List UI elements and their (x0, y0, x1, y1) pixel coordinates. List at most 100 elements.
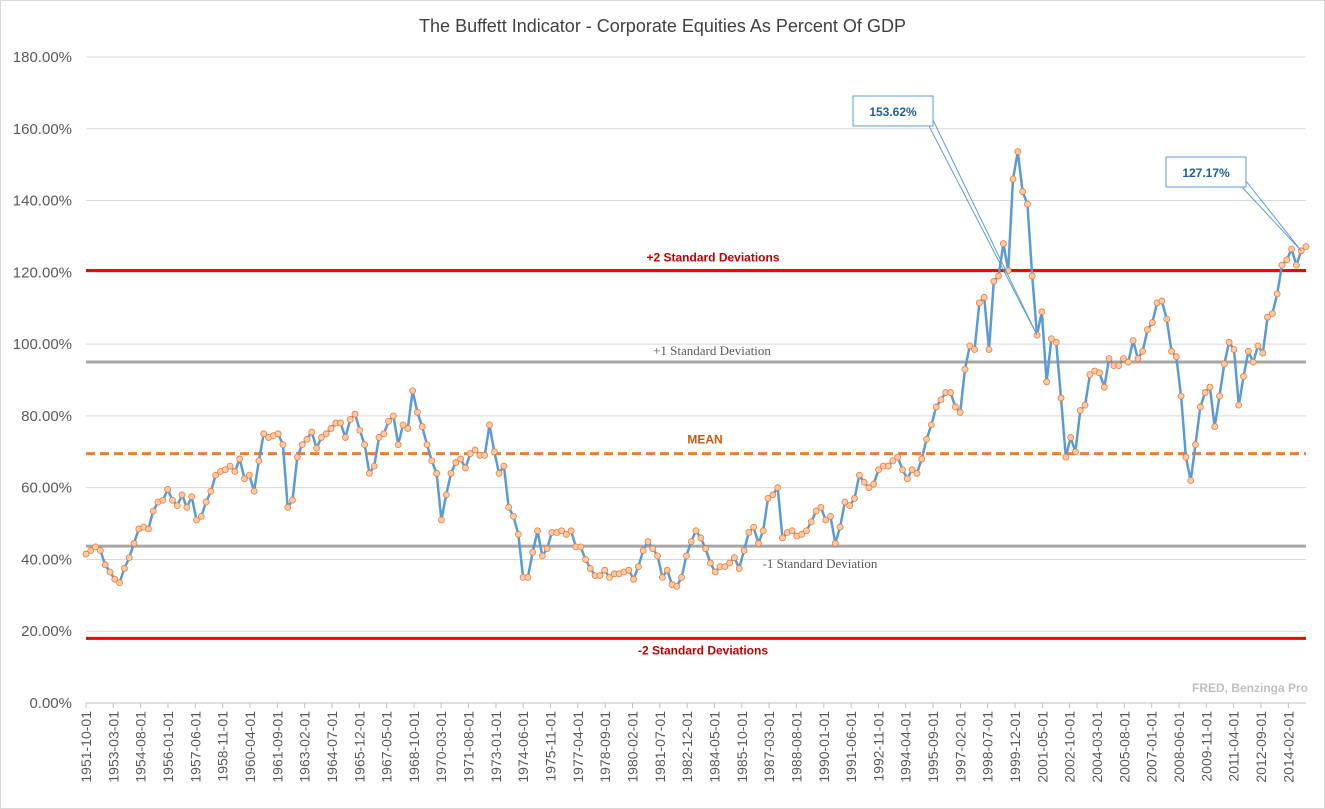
data-point (106, 568, 114, 576)
data-point (841, 498, 849, 506)
data-point (769, 491, 777, 499)
x-tick-label: 1977-04-01 (570, 711, 586, 783)
data-point (1254, 342, 1262, 350)
data-point (947, 389, 954, 396)
data-point (212, 471, 220, 479)
x-tick-label: 1951-10-01 (78, 711, 94, 783)
data-point (538, 552, 546, 560)
data-point (87, 547, 95, 554)
data-point (1172, 353, 1180, 361)
data-point (505, 504, 513, 511)
data-point (313, 444, 320, 452)
x-tick-label: 1981-07-01 (652, 711, 668, 783)
data-point (894, 453, 902, 461)
data-point (899, 466, 906, 474)
data-point (908, 466, 916, 474)
data-point (418, 423, 426, 431)
data-point (937, 396, 945, 404)
data-point (130, 539, 138, 547)
y-tick-label: 20.00% (21, 623, 72, 640)
data-point (927, 421, 935, 429)
data-point (1148, 319, 1156, 326)
data-point (245, 471, 253, 479)
x-tick-label: 1961-09-01 (269, 711, 285, 783)
data-point (356, 426, 364, 434)
data-point (121, 565, 128, 572)
data-point (188, 493, 196, 501)
x-tick-label: 1954-08-01 (133, 711, 149, 783)
data-point (495, 469, 503, 477)
x-tick-label: 1973-01-01 (488, 711, 504, 783)
x-tick-label: 2005-08-01 (1116, 711, 1132, 783)
data-point (279, 441, 287, 449)
annotations: 153.62% 127.17% (852, 95, 1302, 336)
data-point (1196, 403, 1204, 411)
data-point (851, 495, 858, 502)
x-tick-label: 2001-05-01 (1034, 711, 1050, 783)
data-point (1120, 355, 1127, 362)
data-point (1182, 453, 1190, 461)
x-tick-label: 2004-03-01 (1089, 711, 1105, 783)
data-point (639, 547, 647, 554)
data-point (1014, 148, 1022, 156)
data-point (1105, 355, 1113, 362)
data-point (1235, 401, 1243, 409)
data-point (995, 272, 1002, 280)
data-point (678, 573, 685, 581)
data-point (1134, 355, 1142, 362)
data-point (1139, 347, 1147, 355)
data-point (514, 530, 522, 538)
data-point (1043, 378, 1051, 386)
data-point (1129, 337, 1137, 344)
data-point (390, 412, 397, 420)
data-point (558, 527, 565, 535)
data-point (740, 547, 748, 554)
data-point (788, 527, 796, 535)
data-point (164, 486, 172, 493)
data-point (1115, 362, 1123, 370)
data-point (658, 573, 666, 581)
data-point (298, 441, 306, 449)
data-point (255, 457, 263, 465)
data-point (370, 462, 378, 470)
data-point (860, 478, 868, 486)
y-tick-label: 100.00% (13, 336, 72, 353)
data-point (803, 527, 810, 535)
data-point (827, 512, 834, 520)
data-point (735, 565, 743, 572)
axis-layer: 0.00% 20.00% 40.00% 60.00% 80.00% 100.00% 120.… (13, 49, 1306, 783)
data-point (193, 516, 200, 524)
data-point (442, 491, 450, 499)
data-point (486, 421, 493, 429)
data-point (750, 523, 758, 531)
x-tick-label: 1999-12-01 (1007, 711, 1023, 783)
data-point (687, 538, 695, 545)
data-point (1201, 389, 1209, 396)
data-point (1144, 326, 1151, 334)
y-tick-label: 0.00% (29, 695, 72, 712)
data-point (779, 534, 786, 542)
data-point (990, 277, 998, 285)
data-point (97, 547, 104, 554)
data-point (1211, 423, 1219, 431)
x-tick-label: 1958-11-01 (215, 711, 231, 782)
x-tick-label: 1956-01-01 (160, 711, 176, 783)
data-point (630, 575, 637, 583)
data-point (951, 403, 959, 411)
data-point (932, 403, 940, 411)
x-tick-label: 1960-04-01 (242, 711, 258, 783)
data-point (913, 469, 921, 477)
data-point (971, 346, 978, 353)
data-point (289, 496, 296, 504)
data-point (774, 484, 782, 492)
data-point (1028, 272, 1036, 280)
data-point (1249, 358, 1257, 366)
data-point (351, 410, 359, 418)
data-point (1081, 401, 1089, 409)
data-point (293, 453, 301, 461)
y-tick-label: 160.00% (13, 121, 72, 138)
data-point (707, 559, 714, 567)
data-point (452, 459, 460, 466)
data-point (846, 502, 854, 510)
